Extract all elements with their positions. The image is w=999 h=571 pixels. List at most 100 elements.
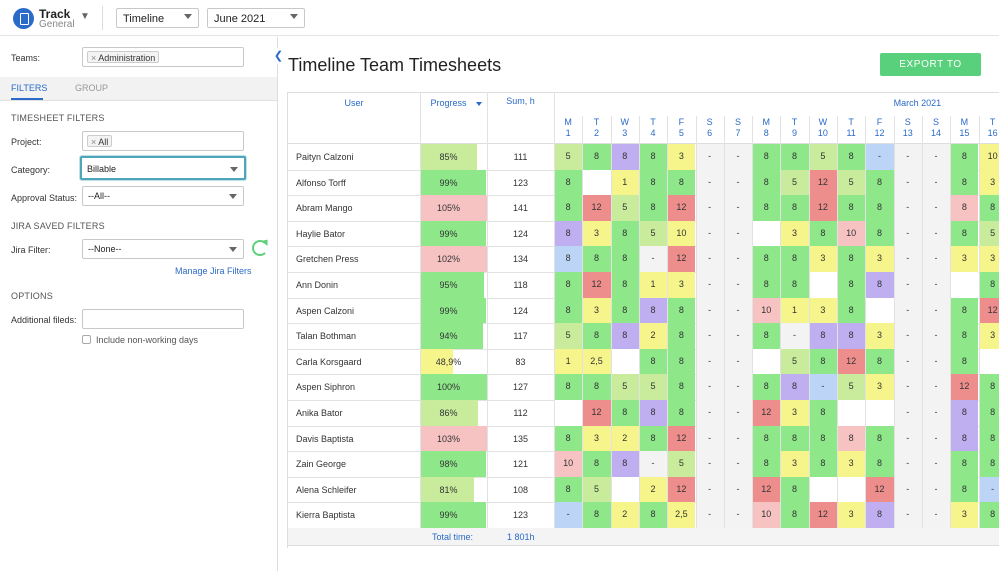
day-cell[interactable]: - — [695, 297, 724, 324]
day-cell[interactable]: 8 — [667, 374, 696, 400]
day-cell[interactable]: - — [723, 323, 753, 349]
day-cell[interactable]: 8 — [978, 502, 999, 528]
day-cell[interactable]: 8 — [978, 425, 999, 452]
day-cell[interactable]: 12 — [808, 169, 837, 196]
day-cell[interactable]: - — [893, 425, 922, 452]
day-cell[interactable]: 8 — [950, 323, 979, 349]
day-cell[interactable]: 8 — [950, 348, 979, 375]
day-cell[interactable]: 3 — [808, 297, 837, 324]
remove-tag-icon[interactable]: × — [91, 53, 97, 63]
day-cell[interactable]: 8 — [780, 195, 809, 221]
day-cell[interactable]: 12 — [950, 374, 979, 400]
day-cell[interactable]: 5 — [837, 169, 866, 196]
day-cell[interactable]: 3 — [667, 272, 696, 298]
day-cell[interactable]: 8 — [752, 144, 781, 170]
day-cell[interactable]: - — [638, 451, 668, 477]
user-name[interactable]: Abram Mango — [296, 203, 353, 214]
day-cell[interactable]: - — [921, 323, 951, 349]
user-name[interactable]: Alfonso Torff — [296, 177, 346, 188]
day-cell[interactable]: 8 — [950, 451, 979, 477]
day-cell[interactable] — [950, 272, 979, 298]
day-cell[interactable]: 2 — [610, 425, 639, 452]
day-cell[interactable]: 8 — [865, 195, 894, 221]
day-cell[interactable]: 8 — [950, 425, 979, 452]
day-cell[interactable]: 10 — [978, 144, 999, 170]
day-cell[interactable]: 8 — [667, 297, 696, 324]
day-cell[interactable]: 8 — [837, 425, 866, 452]
day-cell[interactable]: 8 — [837, 297, 866, 324]
day-cell[interactable]: 8 — [554, 169, 583, 196]
day-cell[interactable]: - — [695, 272, 724, 298]
day-cell[interactable]: 8 — [554, 272, 583, 298]
teams-tag[interactable]: × Administration — [87, 51, 160, 63]
day-cell[interactable]: - — [723, 425, 753, 452]
day-cell[interactable]: 8 — [582, 144, 611, 170]
user-name[interactable]: Aspen Calzoni — [296, 305, 355, 316]
day-cell[interactable] — [554, 400, 583, 426]
category-select[interactable]: Billable — [80, 156, 246, 180]
chevron-down-icon[interactable]: ▼ — [80, 11, 90, 22]
day-cell[interactable]: - — [695, 144, 724, 170]
day-cell[interactable]: 8 — [610, 297, 639, 324]
day-cell[interactable]: 3 — [780, 220, 809, 247]
day-cell[interactable]: - — [723, 272, 753, 298]
day-cell[interactable]: 8 — [638, 425, 668, 452]
day-cell[interactable]: 8 — [808, 323, 837, 349]
day-cell[interactable]: 5 — [638, 374, 668, 400]
day-cell[interactable]: 8 — [554, 195, 583, 221]
day-cell[interactable]: - — [893, 195, 922, 221]
day-cell[interactable]: 3 — [837, 451, 866, 477]
day-cell[interactable]: 8 — [780, 476, 809, 503]
day-cell[interactable]: 3 — [978, 246, 999, 272]
day-cell[interactable]: - — [893, 297, 922, 324]
day-cell[interactable]: 8 — [978, 272, 999, 298]
day-cell[interactable]: - — [921, 195, 951, 221]
user-name[interactable]: Talan Bothman — [296, 331, 357, 342]
day-cell[interactable]: 8 — [752, 374, 781, 400]
day-cell[interactable]: 8 — [667, 348, 696, 375]
day-cell[interactable]: 8 — [837, 272, 866, 298]
day-cell[interactable]: 8 — [752, 323, 781, 349]
day-cell[interactable]: 2,5 — [582, 348, 611, 375]
day-cell[interactable]: 3 — [780, 400, 809, 426]
track-logo-icon[interactable] — [13, 8, 34, 29]
manage-jira-filters-link[interactable]: Manage Jira Filters — [175, 266, 252, 276]
day-cell[interactable] — [808, 476, 837, 503]
day-cell[interactable]: - — [695, 425, 724, 452]
day-cell[interactable]: - — [978, 476, 999, 503]
day-cell[interactable]: 8 — [667, 169, 696, 196]
day-cell[interactable]: 8 — [950, 144, 979, 170]
day-cell[interactable]: 2,5 — [667, 502, 696, 528]
day-cell[interactable]: 8 — [950, 476, 979, 503]
day-cell[interactable]: - — [921, 502, 951, 528]
day-cell[interactable]: 8 — [808, 220, 837, 247]
day-cell[interactable]: 1 — [638, 272, 668, 298]
column-sum-header[interactable]: Sum, h — [506, 96, 535, 106]
day-cell[interactable]: - — [638, 246, 668, 272]
day-cell[interactable]: 12 — [752, 476, 781, 503]
day-cell[interactable]: - — [893, 246, 922, 272]
day-cell[interactable]: 5 — [554, 323, 583, 349]
day-cell[interactable]: 8 — [808, 425, 837, 452]
user-name[interactable]: Anika Bator — [296, 408, 343, 418]
day-cell[interactable]: 3 — [582, 297, 611, 324]
day-cell[interactable]: - — [921, 246, 951, 272]
day-cell[interactable]: - — [695, 374, 724, 400]
day-cell[interactable]: - — [893, 476, 922, 503]
jira-filter-select[interactable]: --None-- — [82, 239, 244, 259]
day-cell[interactable]: - — [921, 400, 951, 426]
user-name[interactable]: Haylie Bator — [296, 228, 346, 239]
day-cell[interactable] — [837, 476, 866, 503]
day-cell[interactable]: 3 — [582, 220, 611, 247]
day-cell[interactable]: 8 — [780, 246, 809, 272]
day-cell[interactable]: 8 — [865, 169, 894, 196]
day-cell[interactable]: 8 — [610, 451, 639, 477]
day-cell[interactable]: 8 — [780, 502, 809, 528]
day-cell[interactable]: 8 — [554, 246, 583, 272]
day-cell[interactable]: 2 — [610, 502, 639, 528]
day-cell[interactable]: 12 — [837, 348, 866, 375]
day-cell[interactable]: 8 — [638, 502, 668, 528]
day-cell[interactable]: 8 — [978, 374, 999, 400]
teams-field[interactable]: × Administration — [82, 47, 244, 67]
additional-fields-input[interactable] — [82, 309, 244, 329]
